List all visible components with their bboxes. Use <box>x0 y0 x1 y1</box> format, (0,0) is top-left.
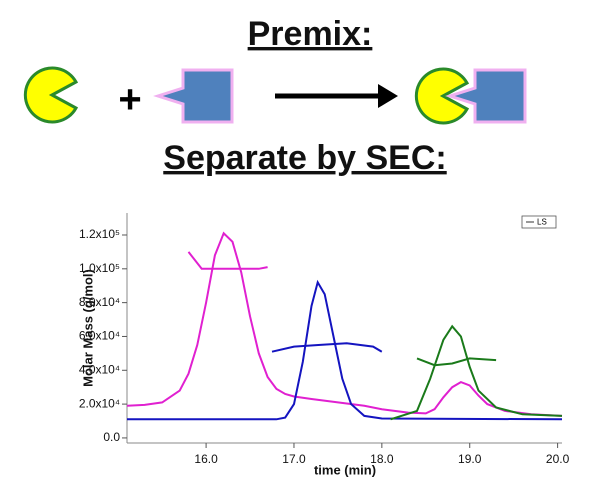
arrowhead <box>378 84 398 108</box>
x-tick-label: 20.0 <box>546 452 570 466</box>
series-line <box>127 279 563 421</box>
chart: 0.0 2.0x10⁴ 4.0x10⁴ 6.0x10⁴ 8.0x10⁴ 1.0x10⁵ 1.… <box>79 213 570 477</box>
title: Premix: <box>248 15 373 53</box>
x-tick-label: 16.0 <box>194 452 218 466</box>
y-tick-label: 1.2x10⁵ <box>79 227 120 241</box>
y-tick-label: 8.0x10⁴ <box>79 295 120 309</box>
series-line <box>271 342 383 353</box>
series-line <box>126 231 563 417</box>
ligand-bound <box>445 68 527 124</box>
pacman <box>23 66 79 124</box>
legend-label: LS <box>537 218 547 227</box>
y-tick-label: 2.0x10⁴ <box>79 396 120 410</box>
plus: + <box>118 78 141 122</box>
y-tick-label: 0.0 <box>103 430 120 444</box>
y-tick-label: 1.0x10⁵ <box>79 261 120 275</box>
y-tick-label: 6.0x10⁴ <box>79 329 120 343</box>
ligand <box>153 68 234 124</box>
x-axis-label: time (min) <box>314 462 376 477</box>
subtitle: Separate by SEC: <box>163 139 446 177</box>
x-tick-label: 19.0 <box>458 452 482 466</box>
series-line <box>187 251 268 270</box>
x-tick-label: 18.0 <box>370 452 394 466</box>
y-axis-label: Molar Mass (g/mol) <box>80 269 95 387</box>
legend-box <box>521 215 557 229</box>
y-tick-label: 4.0x10⁴ <box>79 362 120 376</box>
diagram: + <box>23 66 527 125</box>
series-line <box>416 357 497 367</box>
x-tick-label: 17.0 <box>282 452 306 466</box>
series-line <box>390 324 563 421</box>
pacman-bound <box>414 67 470 125</box>
